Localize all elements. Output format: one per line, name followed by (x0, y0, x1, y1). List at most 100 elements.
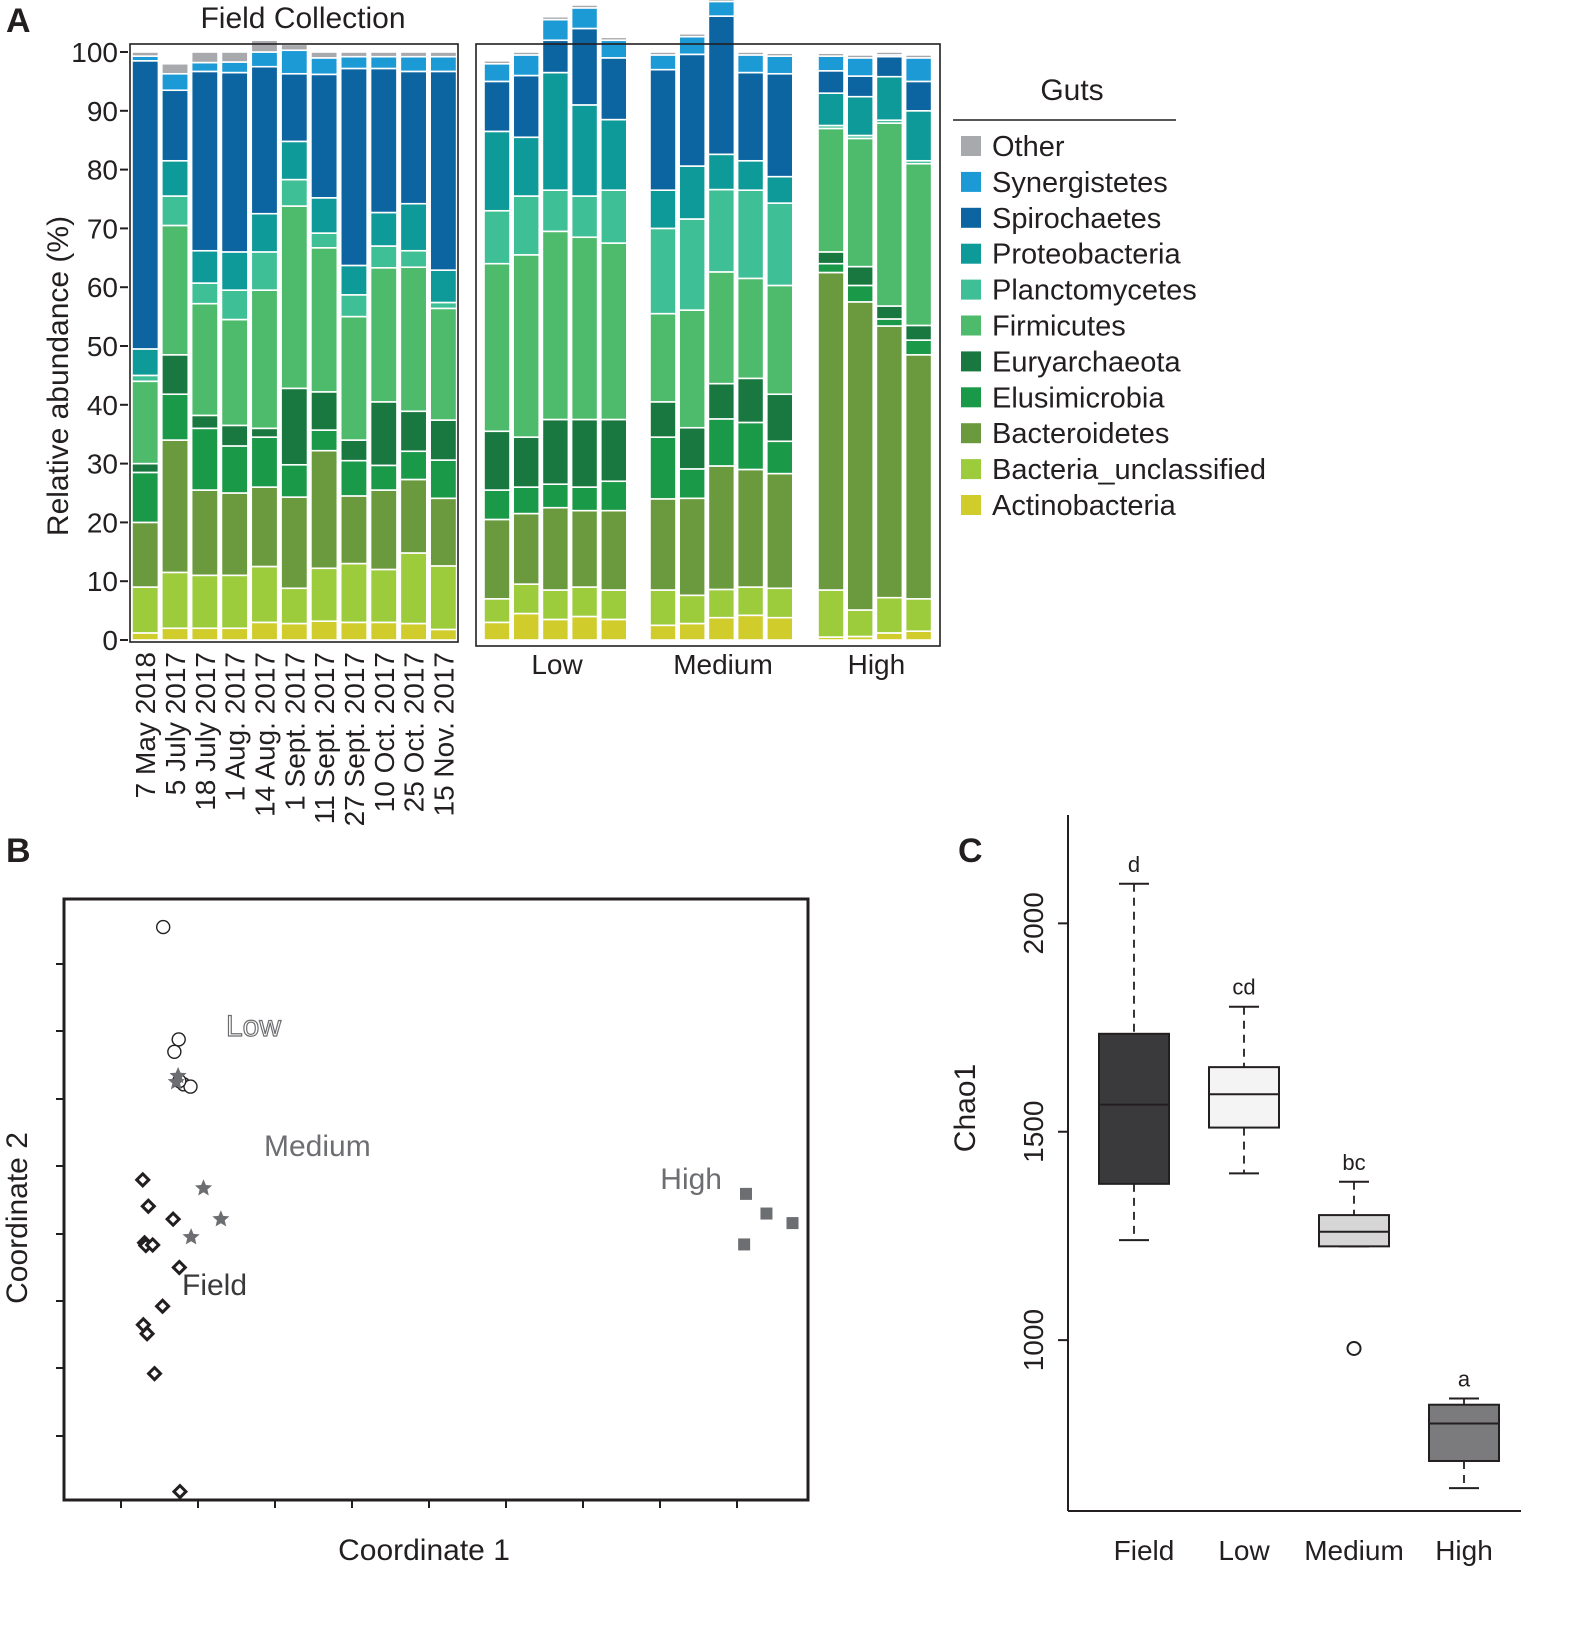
field-bar-10-firmicutes-segment (399, 266, 428, 413)
legend-swatch-firmicutes (961, 315, 981, 336)
y-tick-label: 0 (102, 625, 118, 656)
medium-bar-1-spirochaetes-segment (649, 68, 677, 191)
field-cluster-label: Field (182, 1269, 247, 1302)
field-bar-4-spirochaetes-segment (220, 71, 249, 253)
medium-bar-5-planctomycetes-segment (765, 202, 794, 287)
high-bar-2-synergistetes-segment (846, 57, 875, 77)
field-bar-8-euryarchaeota-segment (339, 439, 368, 462)
field-bar-6-firmicutes-segment (280, 205, 309, 390)
field-bar-9-euryarchaeota-segment (369, 401, 398, 467)
field-bar-6-elusimicrobia-segment (280, 463, 309, 498)
field-significance-letter: d (1128, 852, 1140, 877)
field-bar-7-elusimicrobia-segment (310, 429, 339, 452)
field-bar-4-proteobacteria-segment (220, 251, 249, 291)
high-bar-1-other-segment (817, 52, 845, 57)
field-sample-label: 18 July 2017 (190, 652, 221, 811)
high-bar-3-actinobacteria-segment (875, 632, 904, 641)
medium-bar-1-planctomycetes-segment (649, 227, 677, 315)
field-bar-2-planctomycetes-segment (161, 195, 190, 227)
medium-bar-1-synergistetes-segment (649, 54, 677, 71)
medium-bar-4-proteobacteria-segment (736, 159, 765, 191)
field-point (140, 1198, 157, 1215)
field-bar-6-spirochaetes-segment (280, 72, 309, 143)
high-bar-4-actinobacteria-segment (904, 630, 933, 641)
field-bar-2-other-segment (161, 62, 190, 75)
high-bar-1-synergistetes-segment (817, 55, 845, 72)
legend-swatch-planctomycetes (961, 279, 981, 300)
field-bar-9-firmicutes-segment (369, 266, 398, 403)
y-tick-label: 20 (87, 507, 118, 538)
y-tick-label: 40 (87, 390, 118, 421)
field-bar-1-other-segment (131, 51, 160, 57)
field-bar-9-proteobacteria-segment (369, 211, 398, 247)
high-bar-3-euryarchaeota-segment (875, 305, 904, 320)
low-bar-3-bacteria-unclassified-segment (541, 589, 570, 621)
low-bar-4-elusimicrobia-segment (570, 486, 599, 512)
low-bar-1-euryarchaeota-segment (483, 430, 511, 491)
low-bar-5-proteobacteria-segment (599, 118, 628, 191)
field-bar-2-actinobacteria-segment (161, 627, 190, 641)
treatment-group-label: High (848, 649, 906, 680)
field-sample-label: 11 Sept. 2017 (309, 652, 340, 824)
legend-swatch-synergistetes (961, 171, 981, 192)
low-bar-1-planctomycetes-segment (483, 209, 511, 265)
field-bar-8-synergistetes-segment (339, 55, 368, 70)
field-bar-5-other-segment (250, 39, 279, 53)
low-bar-4-euryarchaeota-segment (570, 418, 599, 488)
legend-label-planctomycetes: Planctomycetes (992, 275, 1197, 307)
high-bar-2-bacteria-unclassified-segment (846, 609, 875, 638)
y-tick-label: 2000 (1018, 892, 1049, 954)
medium-bar-3-euryarchaeota-segment (707, 382, 736, 420)
field-bar-2-elusimicrobia-segment (161, 393, 190, 441)
field-box (1098, 1032, 1170, 1185)
high-bar-4-other-segment (904, 54, 933, 59)
panel-a: A Field Collection 0 10 20 30 40 50 60 70 80 90 100 R… (6, 0, 1266, 826)
high-bar-4-bacteroidetes-segment (904, 354, 933, 600)
medium-point (212, 1210, 230, 1227)
high-point (740, 1187, 752, 1200)
field-bar-11-planctomycetes-segment (429, 301, 458, 310)
medium-bar-1-proteobacteria-segment (649, 189, 677, 230)
low-point (167, 1044, 182, 1059)
field-bar-5-actinobacteria-segment (250, 621, 279, 641)
low-bar-2-planctomycetes-segment (512, 195, 541, 256)
panel-b: B Coordinate 1 Coordinate 2 Low Medium Field H… (1, 832, 810, 1567)
low-bar-1-bacteria-unclassified-segment (483, 598, 511, 624)
high-bar-3-proteobacteria-segment (875, 75, 904, 122)
medium-bar-3-spirochaetes-segment (707, 15, 736, 156)
medium-bar-5-bacteria-unclassified-segment (765, 587, 794, 619)
field-bar-8-spirochaetes-segment (339, 67, 368, 267)
medium-bar-2-euryarchaeota-segment (678, 426, 707, 470)
high-bar-2-firmicutes-segment (846, 137, 875, 268)
field-bar-2-synergistetes-segment (161, 72, 190, 92)
field-bar-5-spirochaetes-segment (250, 65, 279, 215)
medium-bar-2-synergistetes-segment (678, 35, 707, 56)
medium-bar-5-euryarchaeota-segment (765, 393, 794, 443)
medium-bar-4-elusimicrobia-segment (736, 421, 765, 471)
field-bar-7-actinobacteria-segment (310, 620, 339, 641)
low-bar-2-bacteria-unclassified-segment (512, 583, 541, 615)
legend-swatch-proteobacteria (961, 243, 981, 264)
legend-label-proteobacteria: Proteobacteria (992, 239, 1181, 271)
field-sample-label: 5 July 2017 (160, 652, 191, 795)
field-bar-3-firmicutes-segment (190, 302, 219, 417)
field-bar-5-bacteria-unclassified-segment (250, 565, 279, 624)
high-bar-4-bacteria-unclassified-segment (904, 598, 933, 632)
low-bar-2-bacteroidetes-segment (512, 512, 541, 585)
field-bar-10-actinobacteria-segment (399, 622, 428, 641)
field-bar-9-actinobacteria-segment (369, 621, 398, 641)
field-bar-8-bacteroidetes-segment (339, 495, 368, 565)
field-bar-3-proteobacteria-segment (190, 249, 219, 284)
low-bar-1-synergistetes-segment (483, 62, 511, 83)
medium-bar-2-firmicutes-segment (678, 309, 707, 429)
low-bar-4-planctomycetes-segment (570, 195, 599, 239)
y-axis-label: Coordinate 2 (1, 1132, 34, 1304)
field-bar-10-synergistetes-segment (399, 55, 428, 73)
field-sample-label: 7 May 2018 (130, 652, 161, 798)
low-bar-3-elusimicrobia-segment (541, 483, 570, 509)
medium-outlier (1346, 1340, 1362, 1356)
low-bar-4-firmicutes-segment (570, 236, 599, 421)
field-bar-4-elusimicrobia-segment (220, 445, 249, 494)
field-bar-7-proteobacteria-segment (310, 197, 339, 234)
